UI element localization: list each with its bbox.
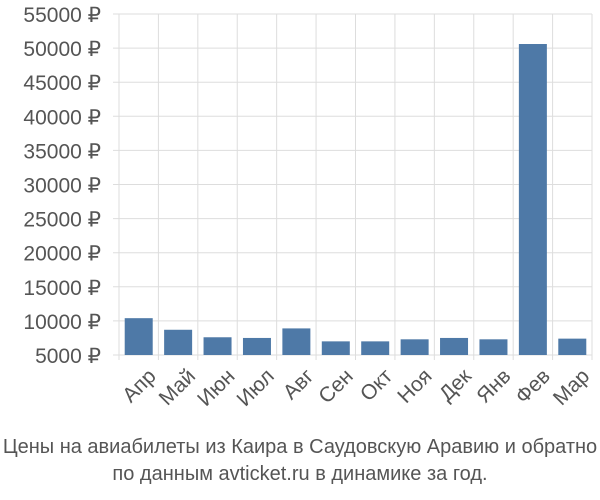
x-tick-label: Авг [279, 364, 319, 404]
y-tick-label: 55000 ₽ [23, 4, 101, 27]
y-tick-label: 50000 ₽ [23, 38, 101, 61]
bar [440, 337, 469, 355]
bar [361, 341, 390, 355]
bar [124, 318, 153, 355]
x-tick-label: Дек [435, 364, 477, 406]
y-tick-label: 5000 ₽ [35, 345, 101, 368]
y-tick-label: 40000 ₽ [23, 106, 101, 129]
bar [400, 339, 429, 355]
y-tick-label: 10000 ₽ [23, 311, 101, 334]
bar [203, 337, 232, 355]
x-tick-label: Апр [118, 365, 160, 407]
y-tick-label: 20000 ₽ [23, 243, 101, 266]
chart-caption-line2: по данным avticket.ru в динамике за год. [112, 463, 488, 485]
x-tick-label: Мар [549, 365, 594, 410]
x-tick-label: Окт [356, 364, 398, 406]
x-tick-label: Ноя [393, 365, 436, 408]
bar [164, 329, 193, 355]
x-tick-label: Сен [314, 365, 357, 408]
x-tick-label: Янв [472, 365, 515, 408]
y-tick-label: 45000 ₽ [23, 72, 101, 95]
x-tick-label: Июн [193, 365, 239, 411]
x-tick-label: Фев [511, 365, 555, 409]
bar [479, 339, 508, 355]
x-tick-label: Май [155, 365, 200, 410]
bar [321, 341, 350, 355]
price-bar-chart: 5000 ₽ 10000 ₽ 15000 ₽ 20000 ₽ 25000 ₽ 30000 … [23, 4, 594, 411]
chart-caption-line1: Цены на авиабилеты из Каира в Саудовскую… [2, 436, 598, 458]
y-tick-label: 35000 ₽ [23, 140, 101, 163]
y-tick-label: 15000 ₽ [23, 277, 101, 300]
bar [518, 44, 547, 356]
bar [242, 337, 271, 355]
y-tick-label: 30000 ₽ [23, 175, 101, 198]
y-tick-label: 25000 ₽ [23, 209, 101, 232]
bar [558, 338, 587, 355]
x-tick-label: Июл [232, 365, 278, 411]
bar [282, 328, 311, 355]
